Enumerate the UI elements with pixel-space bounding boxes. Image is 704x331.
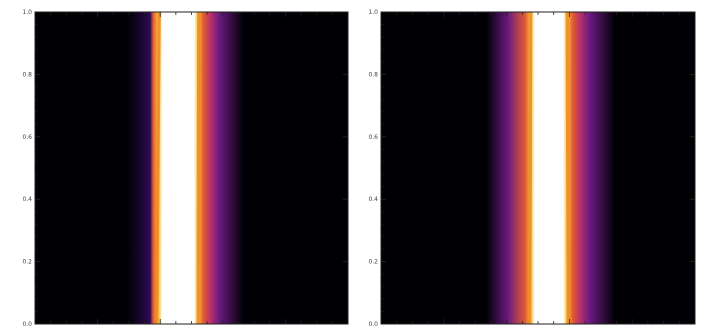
y-tick-label: 1.0 [22,9,32,16]
band-edge-right [565,12,570,324]
y-tick-label: 0.4 [22,196,32,203]
y-tick-label: 0.6 [368,134,378,141]
y-tick-label: 0.0 [368,321,378,328]
y-tick-label: 1.0 [368,9,378,16]
band-edge-right [196,12,201,324]
y-tick-label: 0.2 [22,259,32,266]
y-tick-label: 0.6 [22,134,32,141]
band-edge-left [528,12,533,324]
heatmap-panel-left: 0.0 0.2 0.4 0.6 0.8 1.0 [22,9,349,328]
y-tick-label: 0.0 [22,321,32,328]
y-tick-label: 0.8 [22,71,32,78]
heatmap-panel-right: 0.0 0.2 0.4 0.6 0.8 1.0 [368,9,696,328]
hot-core [161,12,195,324]
y-tick-label: 0.4 [368,196,378,203]
y-tick-label: 0.8 [368,71,378,78]
band-edge-left [155,12,161,324]
y-tick-label: 0.2 [368,259,378,266]
hot-core [534,12,564,324]
